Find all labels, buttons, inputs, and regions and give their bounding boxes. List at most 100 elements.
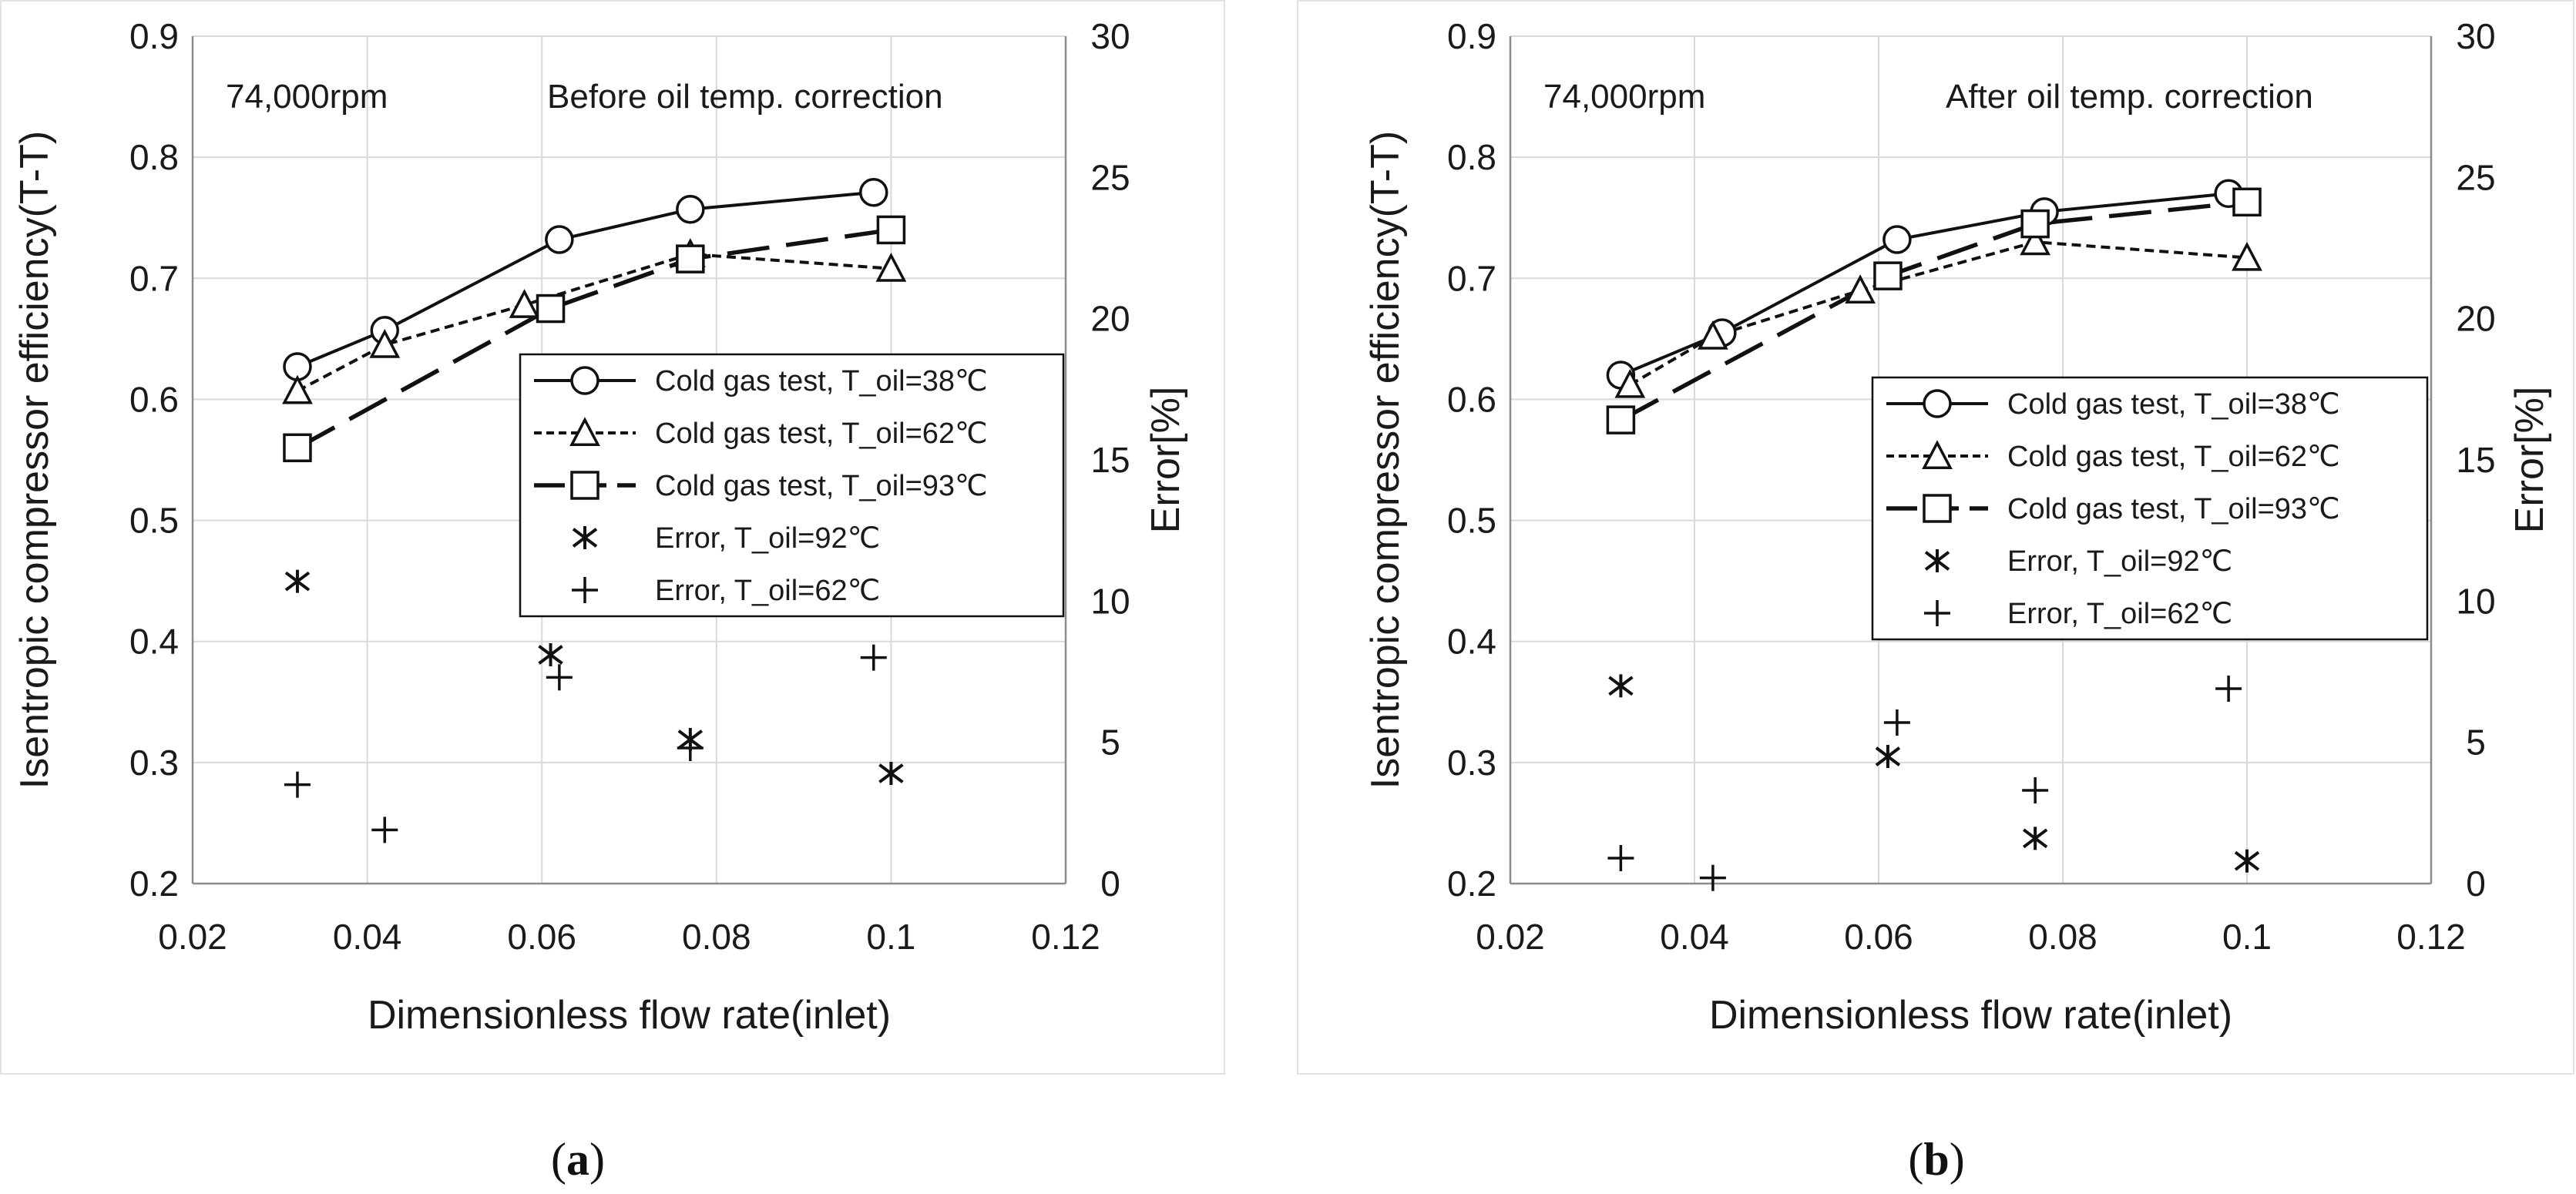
caption-letter: a <box>566 1134 589 1185</box>
legend: Cold gas test, T_oil=38℃ Cold gas test, T… <box>1871 376 2429 641</box>
y-tick-label: 0.2 <box>1447 864 1496 904</box>
x-tick-label: 0.08 <box>682 917 751 957</box>
data-point-triangle <box>1845 274 1876 304</box>
panel-caption: (a) <box>551 1134 605 1185</box>
y-tick-label: 0.9 <box>129 16 179 56</box>
x-axis-label: Dimensionless flow rate(inlet) <box>1709 993 2232 1038</box>
data-point-plus <box>1883 709 1910 736</box>
x-axis-label: Dimensionless flow rate(inlet) <box>368 993 891 1038</box>
data-point-triangle <box>2020 226 2051 256</box>
data-point-square <box>1873 261 1903 290</box>
y-tick-label: 0.7 <box>1447 258 1496 298</box>
y-tick-label: 0.9 <box>1447 16 1496 56</box>
data-point-circle <box>545 225 574 254</box>
legend-entry: Error, T_oil=92℃ <box>2007 545 2232 578</box>
y-tick-label: 0.4 <box>1447 622 1496 662</box>
chart-b: 0.02 0.04 0.06 0.08 0.1 0.12 0.2 0.3 0.4 0.5 0.6 0.… <box>1363 16 2552 1185</box>
legend-marker-square <box>570 471 599 500</box>
data-point-asterisk <box>284 569 311 593</box>
y2-tick-label: 20 <box>1090 299 1130 339</box>
x-tick-label: 0.06 <box>507 917 576 957</box>
caption-paren-open: ( <box>1908 1134 1923 1185</box>
data-point-plus <box>677 735 704 761</box>
y2-tick-label: 10 <box>1090 581 1130 621</box>
data-point-asterisk <box>1875 745 1901 768</box>
y2-tick-label: 0 <box>1100 864 1120 904</box>
data-point-circle <box>1882 225 1912 254</box>
legend-entry: Cold gas test, T_oil=93℃ <box>2007 493 2340 525</box>
y2-axis-label: Error[%] <box>1144 387 1188 534</box>
legend-marker-circle <box>1923 389 1952 418</box>
data-point-circle <box>858 177 888 207</box>
data-point-plus <box>2022 777 2049 803</box>
data-point-asterisk <box>2022 827 2048 850</box>
data-point-triangle <box>2232 241 2262 271</box>
y2-tick-label: 30 <box>1090 16 1130 56</box>
y-tick-label: 0.8 <box>129 137 179 177</box>
y-tick-label: 0.7 <box>129 258 179 298</box>
data-point-asterisk <box>1608 674 1634 698</box>
y-tick-label: 0.5 <box>1447 501 1496 541</box>
x-tick-label: 0.02 <box>1476 917 1545 957</box>
data-point-triangle <box>282 374 313 404</box>
data-point-triangle <box>509 289 540 318</box>
y2-tick-label: 10 <box>2456 581 2495 621</box>
legend-entry: Error, T_oil=62℃ <box>655 575 880 607</box>
data-point-square <box>536 293 566 324</box>
data-point-plus <box>860 644 887 671</box>
y2-tick-label: 30 <box>2456 16 2495 56</box>
y2-tick-label: 0 <box>2466 864 2486 904</box>
y-axis-label: Isentropic compressor efficiency(T-T) <box>12 131 57 789</box>
x-tick-label: 0.1 <box>866 917 915 957</box>
x-tick-label: 0.1 <box>2222 917 2272 957</box>
legend-box <box>1871 376 2429 641</box>
x-tick-label: 0.12 <box>2396 917 2466 957</box>
legend-marker-triangle <box>1922 440 1953 470</box>
legend-marker-plus <box>1924 600 1950 626</box>
legend-marker-circle <box>570 366 599 395</box>
y2-tick-label: 5 <box>1100 723 1120 763</box>
data-point-triangle <box>369 328 401 358</box>
y-tick-label: 0.4 <box>129 622 179 662</box>
y-tick-label: 0.3 <box>129 743 179 783</box>
y-tick-label: 0.3 <box>1447 743 1496 783</box>
legend-box <box>519 353 1065 618</box>
legend-entry: Error, T_oil=92℃ <box>655 522 880 555</box>
legend: Cold gas test, T_oil=38℃ Cold gas test, T… <box>519 353 1065 618</box>
data-point-plus <box>284 771 311 798</box>
data-point-plus <box>1699 864 1726 891</box>
legend-marker-triangle <box>569 417 600 447</box>
rpm-annotation: 74,000rpm <box>1543 78 1705 116</box>
x-tick-label: 0.04 <box>1660 917 1729 957</box>
x-tick-label: 0.02 <box>158 917 227 957</box>
legend-marker-asterisk <box>1924 549 1950 572</box>
data-point-triangle <box>1614 368 1646 398</box>
series-line-2 <box>1620 200 2248 422</box>
legend-marker-plus <box>572 577 598 603</box>
data-point-circle <box>676 194 705 224</box>
y2-tick-label: 25 <box>1090 157 1130 197</box>
series-line-1 <box>297 252 892 393</box>
legend-entry: Cold gas test, T_oil=62℃ <box>2007 441 2340 473</box>
data-point-square <box>1606 405 1636 434</box>
caption-paren-close: ) <box>1950 1134 1965 1185</box>
panel-caption: (b) <box>1908 1134 1964 1185</box>
data-point-triangle <box>1698 320 1728 350</box>
y2-axis-label: Error[%] <box>2507 387 2552 534</box>
caption-letter: b <box>1923 1134 1949 1185</box>
legend-marker-square <box>1923 494 1952 523</box>
correction-annotation: Before oil temp. correction <box>547 78 943 116</box>
caption-paren-close: ) <box>589 1134 605 1185</box>
data-point-asterisk <box>2234 849 2260 873</box>
y2-tick-label: 20 <box>2456 299 2495 339</box>
series-line-2 <box>296 227 892 450</box>
y2-tick-label: 5 <box>2466 723 2486 763</box>
data-point-square <box>876 215 906 245</box>
y-axis-label: Isentropic compressor efficiency(T-T) <box>1363 131 1408 789</box>
data-point-square <box>283 433 312 463</box>
data-point-plus <box>1607 845 1634 871</box>
data-point-plus <box>2215 676 2242 702</box>
x-tick-label: 0.04 <box>333 917 402 957</box>
data-point-plus <box>371 817 398 844</box>
series-line-1 <box>1629 240 2248 387</box>
